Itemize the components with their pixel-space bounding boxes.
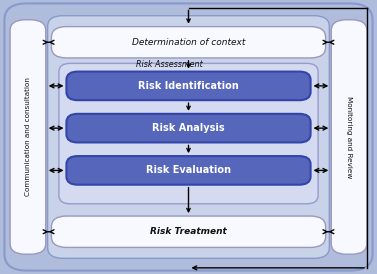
Text: Risk Analysis: Risk Analysis: [152, 123, 225, 133]
FancyBboxPatch shape: [331, 20, 367, 254]
Text: Determination of context: Determination of context: [132, 38, 245, 47]
FancyBboxPatch shape: [10, 20, 46, 254]
FancyBboxPatch shape: [48, 16, 329, 258]
FancyBboxPatch shape: [51, 27, 326, 58]
Text: Risk Treatment: Risk Treatment: [150, 227, 227, 236]
Text: Risk Identification: Risk Identification: [138, 81, 239, 91]
Text: Monitoring and Review: Monitoring and Review: [346, 96, 352, 178]
FancyBboxPatch shape: [59, 63, 318, 204]
FancyBboxPatch shape: [51, 216, 326, 247]
FancyBboxPatch shape: [66, 72, 311, 100]
Text: Risk Assessment: Risk Assessment: [136, 60, 203, 69]
FancyBboxPatch shape: [5, 3, 372, 271]
FancyBboxPatch shape: [66, 156, 311, 185]
FancyBboxPatch shape: [66, 114, 311, 142]
Text: Risk Evaluation: Risk Evaluation: [146, 165, 231, 175]
Text: Communication and consultation: Communication and consultation: [25, 78, 31, 196]
